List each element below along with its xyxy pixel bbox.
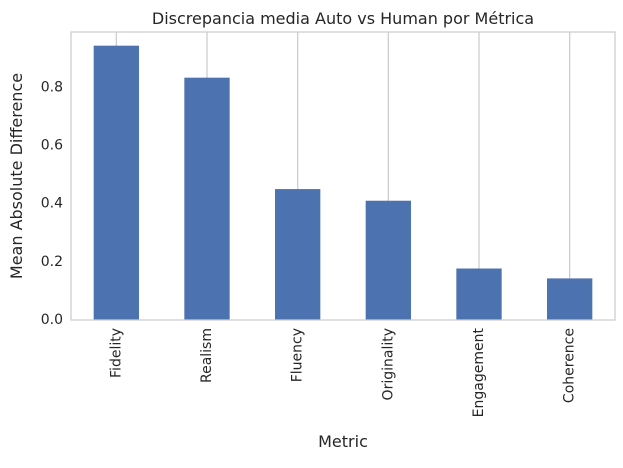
bar-fluency xyxy=(275,189,321,320)
x-tick-label: Originality xyxy=(380,328,396,400)
y-tick-label: 0.8 xyxy=(41,79,63,95)
bar-realism xyxy=(184,77,230,320)
chart-title: Discrepancia media Auto vs Human por Mét… xyxy=(152,9,534,28)
x-tick-label: Realism xyxy=(199,328,215,383)
y-tick-label: 0.6 xyxy=(41,137,63,153)
bar-originality xyxy=(365,200,411,320)
y-tick-label: 0.4 xyxy=(41,196,63,212)
bar-fidelity xyxy=(93,45,139,320)
y-tick-label: 0.2 xyxy=(41,254,63,270)
y-axis-label: Mean Absolute Difference xyxy=(7,73,26,279)
bars-layer xyxy=(93,45,593,320)
y-tick-label: 0.0 xyxy=(41,312,63,328)
x-tick-label: Coherence xyxy=(562,328,578,403)
x-axis-label: Metric xyxy=(318,432,368,451)
x-tick-label: Fidelity xyxy=(108,328,124,378)
x-tick-labels: Fidelity Realism Fluency Originality Engagem… xyxy=(108,328,577,418)
plot-frame xyxy=(70,31,616,321)
bar-engagement xyxy=(456,268,502,320)
x-tick-label: Fluency xyxy=(290,328,306,382)
bar-coherence xyxy=(547,278,593,320)
x-tick-label: Engagement xyxy=(471,328,487,418)
y-tick-labels: 0.0 0.2 0.4 0.6 0.8 xyxy=(41,79,63,328)
